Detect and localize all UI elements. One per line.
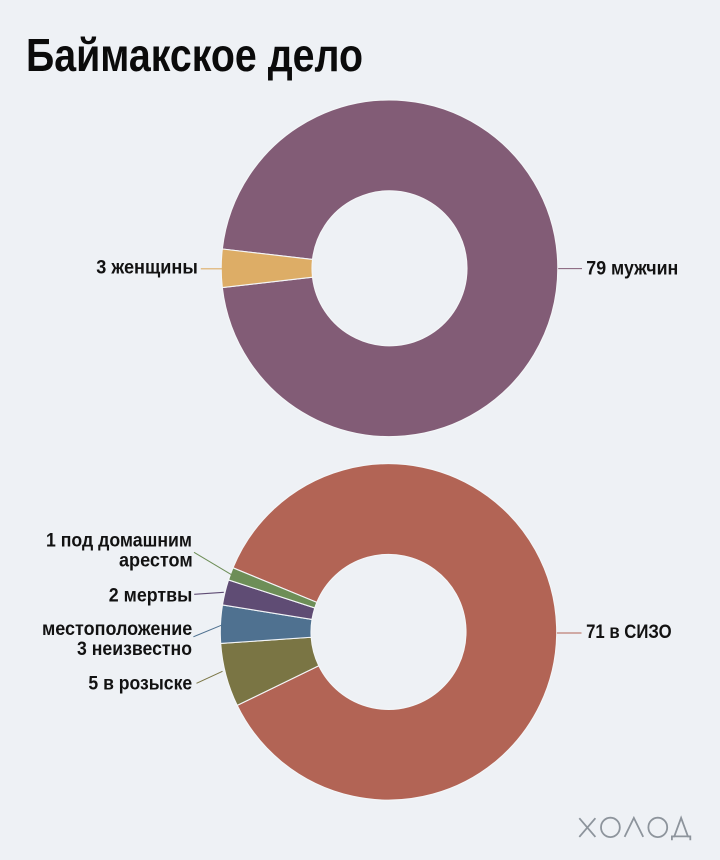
svg-text:местоположение: местоположение (42, 619, 192, 640)
svg-text:5 в розыске: 5 в розыске (88, 673, 192, 694)
svg-text:2 мертвы: 2 мертвы (109, 586, 193, 607)
svg-text:1 под домашним: 1 под домашним (46, 530, 192, 551)
svg-text:71 в СИЗО: 71 в СИЗО (586, 622, 672, 643)
svg-text:79 мужчин: 79 мужчин (586, 259, 678, 280)
svg-text:3 неизвестно: 3 неизвестно (77, 639, 192, 660)
svg-text:Баймакское дело: Баймакское дело (26, 29, 363, 81)
svg-text:арестом: арестом (119, 551, 193, 572)
svg-text:3 женщины: 3 женщины (96, 257, 198, 278)
